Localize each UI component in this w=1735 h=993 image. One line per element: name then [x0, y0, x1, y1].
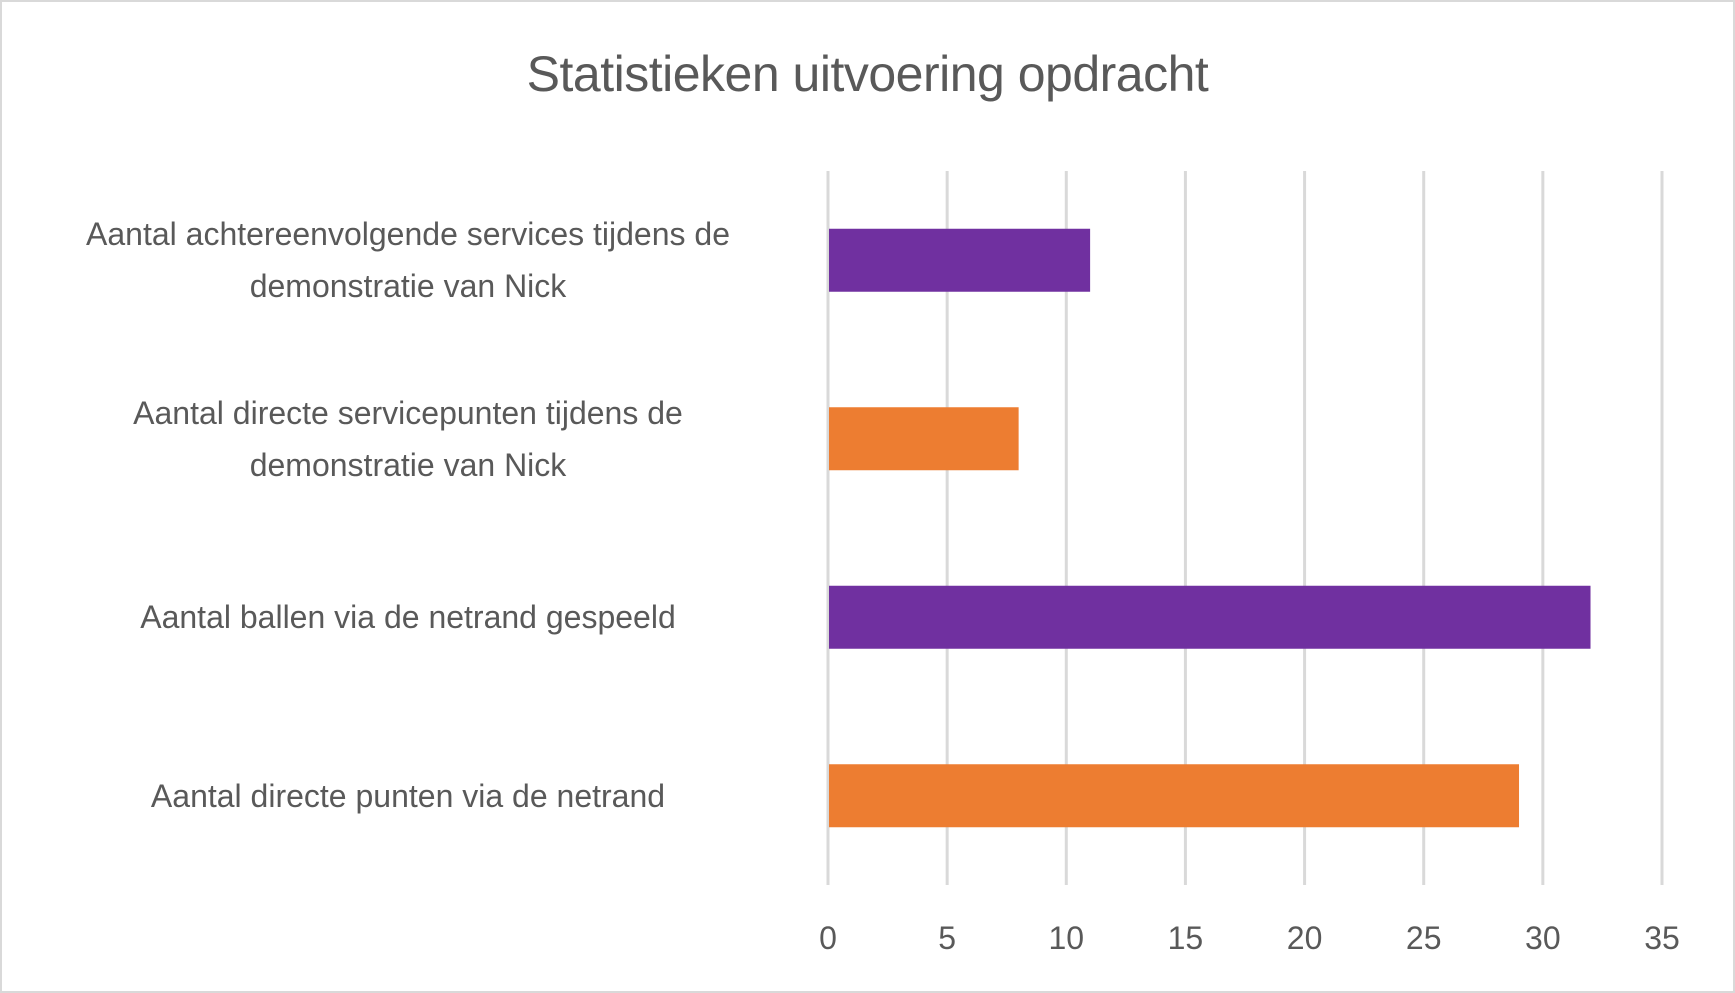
category-label-line: demonstratie van Nick: [249, 446, 567, 483]
bar: [829, 228, 1091, 292]
category-label-line: demonstratie van Nick: [249, 268, 567, 305]
category-label: Aantal directe servicepunten tijdens de d…: [28, 387, 788, 491]
x-tick-label: 0: [819, 920, 837, 956]
category-label-line: Aantal ballen via de netrand gespeeld: [140, 599, 676, 636]
bar: [829, 407, 1019, 471]
x-tick-label: 5: [938, 920, 956, 956]
bar: [829, 585, 1591, 649]
x-tick-label: 35: [1644, 920, 1680, 956]
category-label: Aantal achtereenvolgende services tijden…: [28, 208, 788, 312]
chart-title: Statistieken uitvoering opdracht: [526, 46, 1209, 102]
category-label: Aantal ballen via de netrand gespeeld: [28, 591, 788, 643]
bar: [829, 764, 1520, 828]
x-tick-label: 20: [1287, 920, 1323, 956]
category-label-line: Aantal directe punten via de netrand: [150, 777, 666, 814]
x-tick-label: 10: [1048, 920, 1084, 956]
x-tick-label: 25: [1406, 920, 1442, 956]
category-label: Aantal directe punten via de netrand: [28, 770, 788, 822]
category-label-line: Aantal directe servicepunten tijdens de: [133, 394, 683, 431]
x-tick-label: 30: [1525, 920, 1561, 956]
x-tick-label: 15: [1168, 920, 1204, 956]
category-label-line: Aantal achtereenvolgende services tijden…: [86, 216, 730, 253]
